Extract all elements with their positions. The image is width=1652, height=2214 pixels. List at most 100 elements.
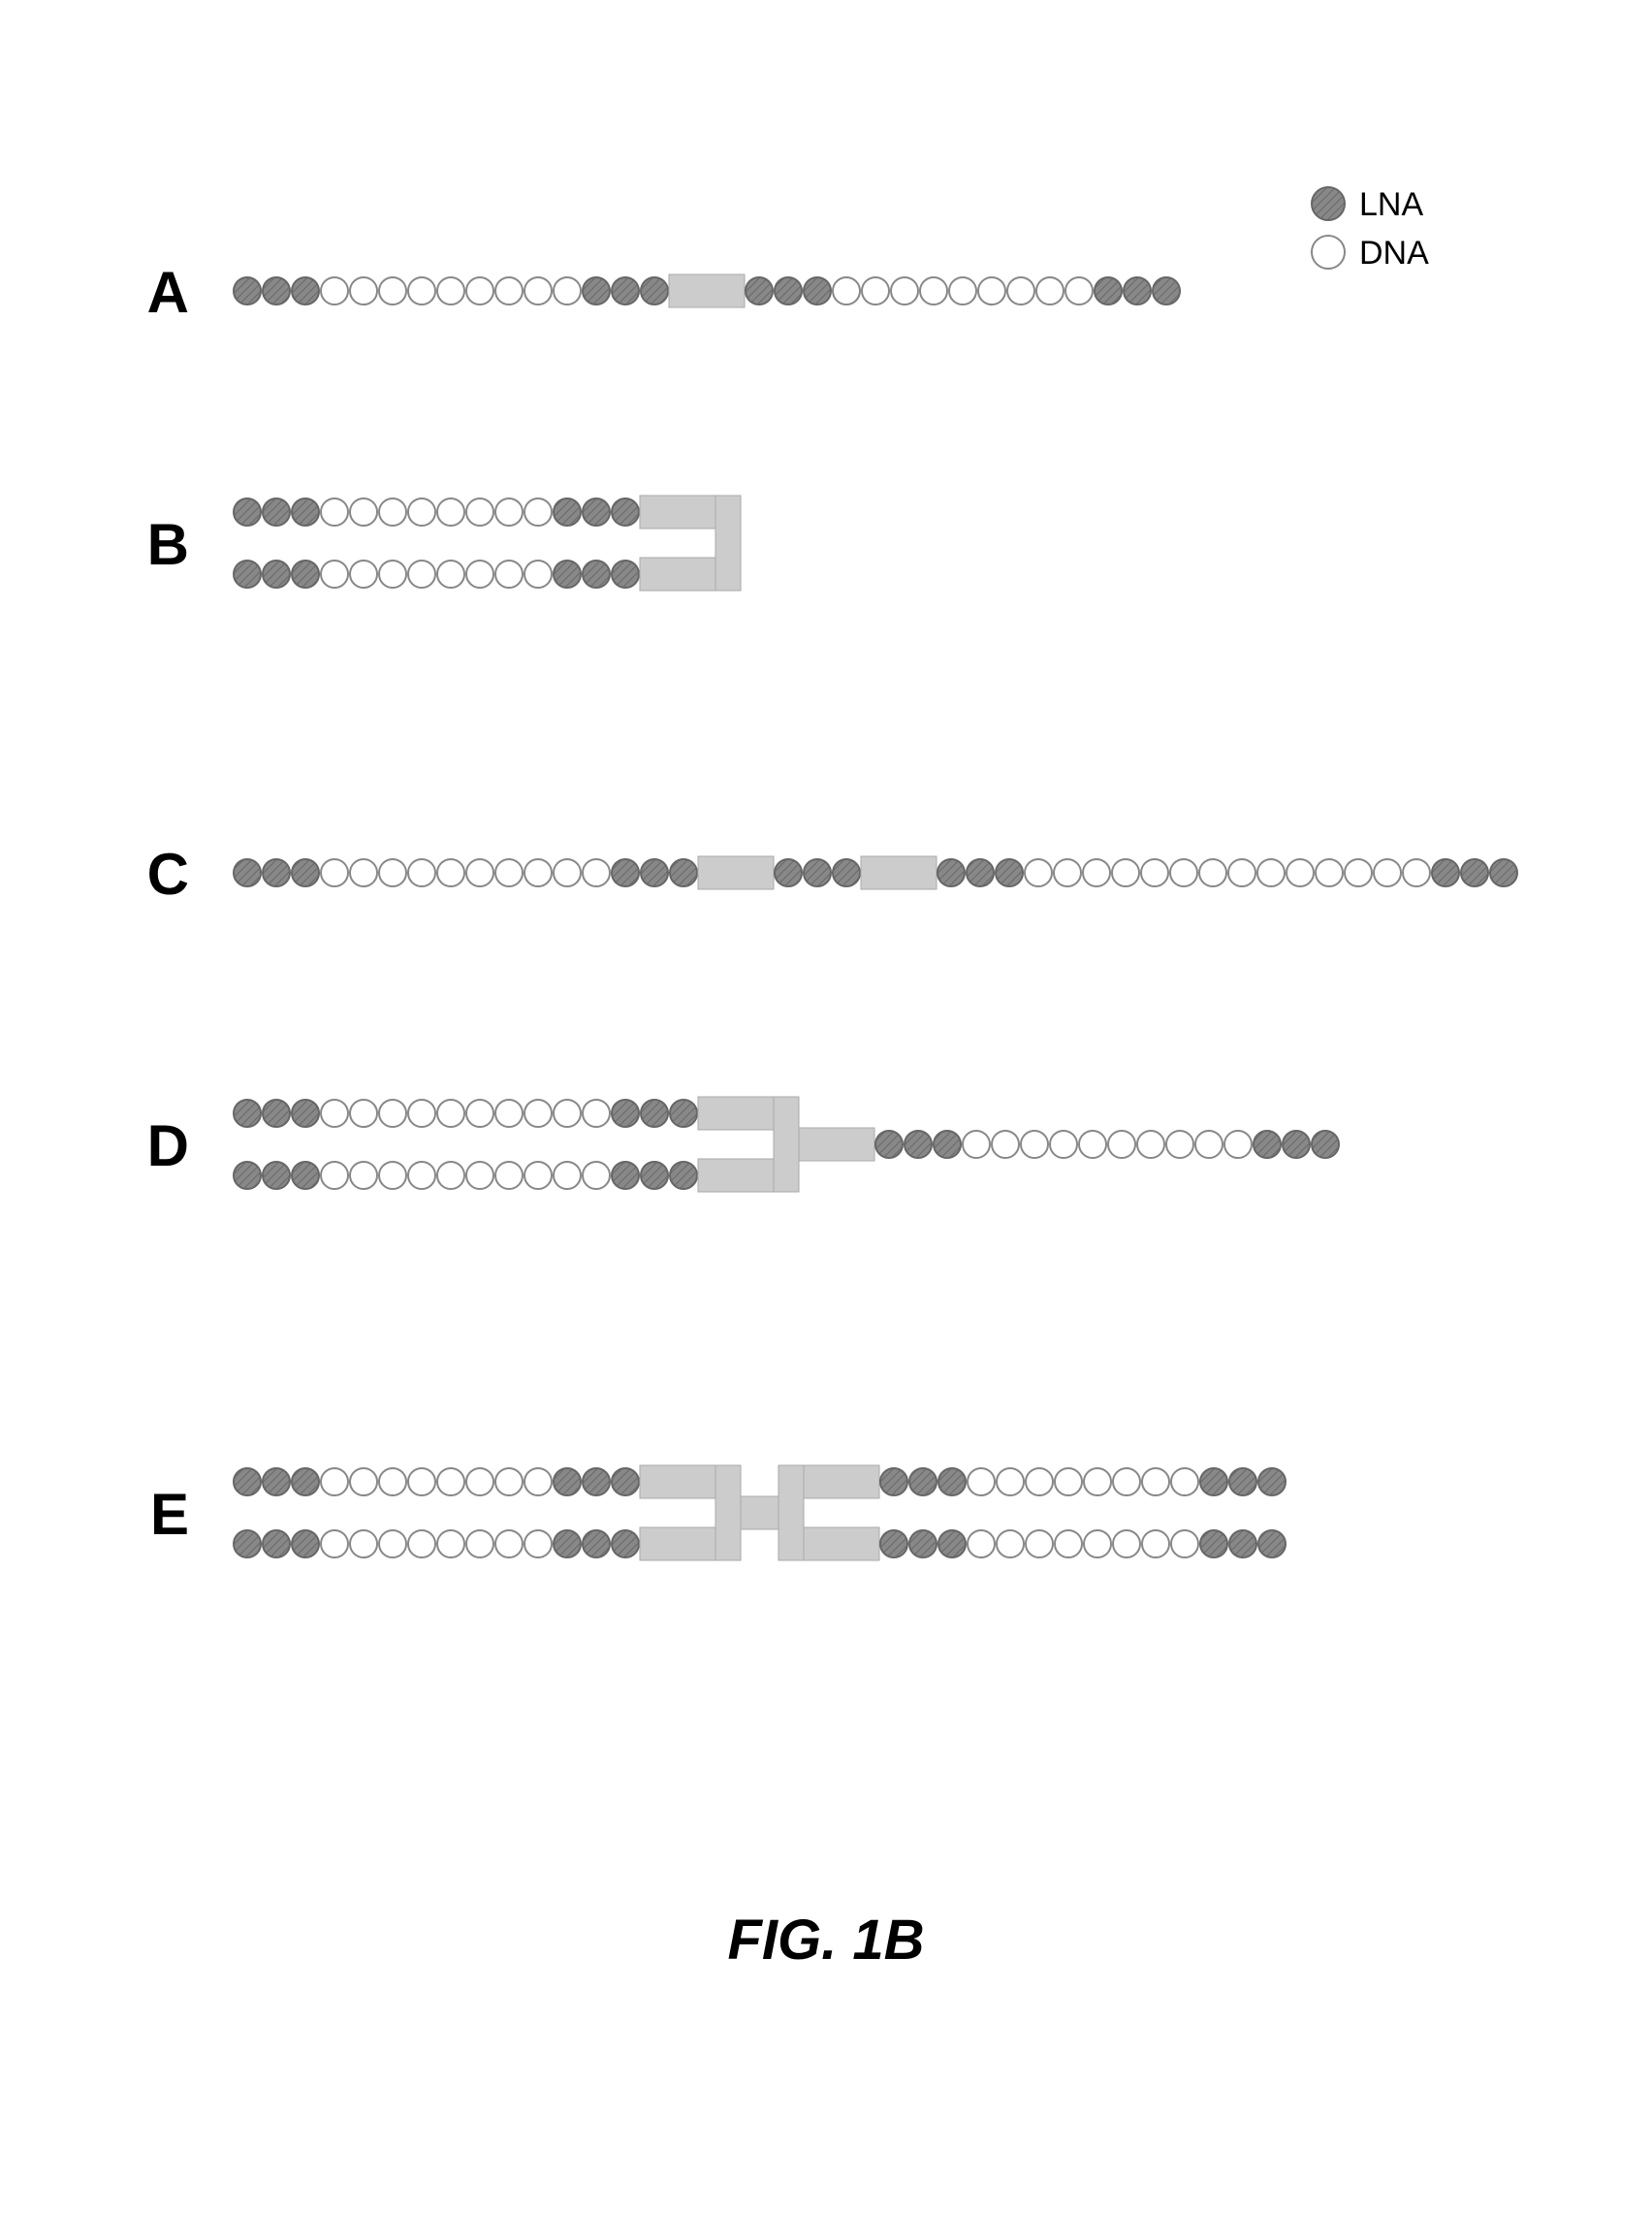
panel-D-top-dna-dot	[321, 1100, 348, 1127]
panel-A-strand-lna-dot	[263, 277, 290, 305]
panel-D-tail-dna-dot	[1050, 1131, 1077, 1158]
panel-D-top-lna-dot	[234, 1100, 261, 1127]
panel-E-bot-dna-dot	[350, 1530, 377, 1557]
panel-C-strand-lna-dot	[775, 859, 802, 886]
panel-A-strand-dna-dot	[891, 277, 918, 305]
panel-C-strand-lna-dot	[833, 859, 860, 886]
panel-A-strand-lna-dot	[804, 277, 831, 305]
panel-B-bot-dna-dot	[437, 561, 464, 588]
panel-E-bot-lna-dot	[292, 1530, 319, 1557]
panel-A-strand-lna-dot	[746, 277, 773, 305]
panel-B-top-lna-dot	[263, 498, 290, 526]
panel-E-right-bot-dna-dot	[1171, 1530, 1198, 1557]
panel-D-top-lna-dot	[263, 1100, 290, 1127]
panel-D-bot-dna-dot	[495, 1162, 523, 1189]
panel-D-tail-lna-dot	[1283, 1131, 1310, 1158]
panel-A-strand-linker	[669, 274, 745, 307]
panel-D-top-dna-dot	[379, 1100, 406, 1127]
panel-D-bot-linker	[698, 1159, 774, 1192]
panel-C-strand-dna-dot	[350, 859, 377, 886]
panel-C-strand-dna-dot	[321, 859, 348, 886]
panel-label: E	[150, 1482, 189, 1547]
panel-D-bot-dna-dot	[350, 1162, 377, 1189]
panel-E-right-bot-lna-dot	[938, 1530, 966, 1557]
panel-C-strand-dna-dot	[1170, 859, 1197, 886]
panel-A-strand-lna-dot	[1124, 277, 1151, 305]
panel-C-strand-lna-dot	[234, 859, 261, 886]
panel-A-strand-dna-dot	[466, 277, 493, 305]
figure-caption: FIG. 1B	[727, 1909, 924, 1972]
panel-E-top-lna-dot	[612, 1468, 639, 1495]
panel-A-strand-dna-dot	[978, 277, 1005, 305]
panel-E-top-dna-dot	[321, 1468, 348, 1495]
panel-B-top-dna-dot	[495, 498, 523, 526]
panel-E-bot-dna-dot	[437, 1530, 464, 1557]
panel-E-right-top-dna-dot	[1026, 1468, 1053, 1495]
panel-E-right-top-dna-dot	[1171, 1468, 1198, 1495]
panel-E-right-top-lna-dot	[1229, 1468, 1256, 1495]
panel-E-right-bot-lna-dot	[909, 1530, 937, 1557]
legend-dna-icon	[1312, 236, 1345, 269]
panel-C-strand-lna-dot	[612, 859, 639, 886]
panel-B-bot-dna-dot	[321, 561, 348, 588]
panel-E-top-linker	[640, 1465, 715, 1498]
panel-D-bot-lna-dot	[612, 1162, 639, 1189]
panel-C-strand-dna-dot	[1228, 859, 1255, 886]
panel-C-strand-dna-dot	[1374, 859, 1401, 886]
panel-E-right-bot-dna-dot	[1084, 1530, 1111, 1557]
panel-E-cross	[741, 1496, 778, 1529]
panel-A-strand-dna-dot	[321, 277, 348, 305]
panel-E-bot-lna-dot	[263, 1530, 290, 1557]
panel-C-strand-lna-dot	[1461, 859, 1488, 886]
panel-B-top-lna-dot	[612, 498, 639, 526]
panel-D-top-dna-dot	[350, 1100, 377, 1127]
panel-D-top-lna-dot	[612, 1100, 639, 1127]
panel-A-strand-lna-dot	[1095, 277, 1122, 305]
panel-B-bot-lna-dot	[234, 561, 261, 588]
panel-D-top-lna-dot	[670, 1100, 697, 1127]
panel-D-tail-lna-dot	[905, 1131, 932, 1158]
panel-E-right-top-lna-dot	[880, 1468, 907, 1495]
panel-C-strand-dna-dot	[495, 859, 523, 886]
panel-A-strand-dna-dot	[920, 277, 947, 305]
panel-E-right-top-lna-dot	[909, 1468, 937, 1495]
panel-B-top-lna-dot	[234, 498, 261, 526]
panel-B-top-dna-dot	[408, 498, 435, 526]
panel-A-strand-lna-dot	[641, 277, 668, 305]
panel-E-top-lna-dot	[583, 1468, 610, 1495]
panel-D-top-dna-dot	[466, 1100, 493, 1127]
panel-C-strand-dna-dot	[1141, 859, 1168, 886]
panel-E-right-bot-dna-dot	[1142, 1530, 1169, 1557]
panel-D-tail-lna-dot	[934, 1131, 961, 1158]
legend-dna-label: DNA	[1359, 235, 1429, 272]
panel-D-tail-lna-dot	[1312, 1131, 1339, 1158]
panel-A-strand-dna-dot	[379, 277, 406, 305]
bridge	[715, 496, 741, 591]
panel-E-right-bot-dna-dot	[1026, 1530, 1053, 1557]
panel-C-strand-lna-dot	[996, 859, 1023, 886]
panel-E-top-dna-dot	[524, 1468, 552, 1495]
panel-A-strand-dna-dot	[350, 277, 377, 305]
panel-C-strand-lna-dot	[1432, 859, 1459, 886]
legend-lna-label: LNA	[1359, 186, 1423, 223]
panel-E-bot-lna-dot	[234, 1530, 261, 1557]
panel-A-strand-lna-dot	[775, 277, 802, 305]
panel-B-bot-dna-dot	[524, 561, 552, 588]
panel-C-strand-lna-dot	[292, 859, 319, 886]
panel-E-bot-dna-dot	[321, 1530, 348, 1557]
panel-A-strand-lna-dot	[234, 277, 261, 305]
panel-B-top-lna-dot	[292, 498, 319, 526]
panel-A-strand-dna-dot	[862, 277, 889, 305]
panel-D-tail-dna-dot	[1108, 1131, 1135, 1158]
panel-B-bot-lna-dot	[554, 561, 581, 588]
panel-A-strand-dna-dot	[437, 277, 464, 305]
panel-E-right-top-lna-dot	[938, 1468, 966, 1495]
panel-A-strand-dna-dot	[1036, 277, 1064, 305]
panel-D-top-dna-dot	[524, 1100, 552, 1127]
panel-D-tail-dna-dot	[1166, 1131, 1193, 1158]
panel-C-strand-dna-dot	[1112, 859, 1139, 886]
panel-E-top-lna-dot	[554, 1468, 581, 1495]
panel-A-strand-lna-dot	[292, 277, 319, 305]
panel-E-right-top-dna-dot	[1055, 1468, 1082, 1495]
panel-E-top-dna-dot	[379, 1468, 406, 1495]
